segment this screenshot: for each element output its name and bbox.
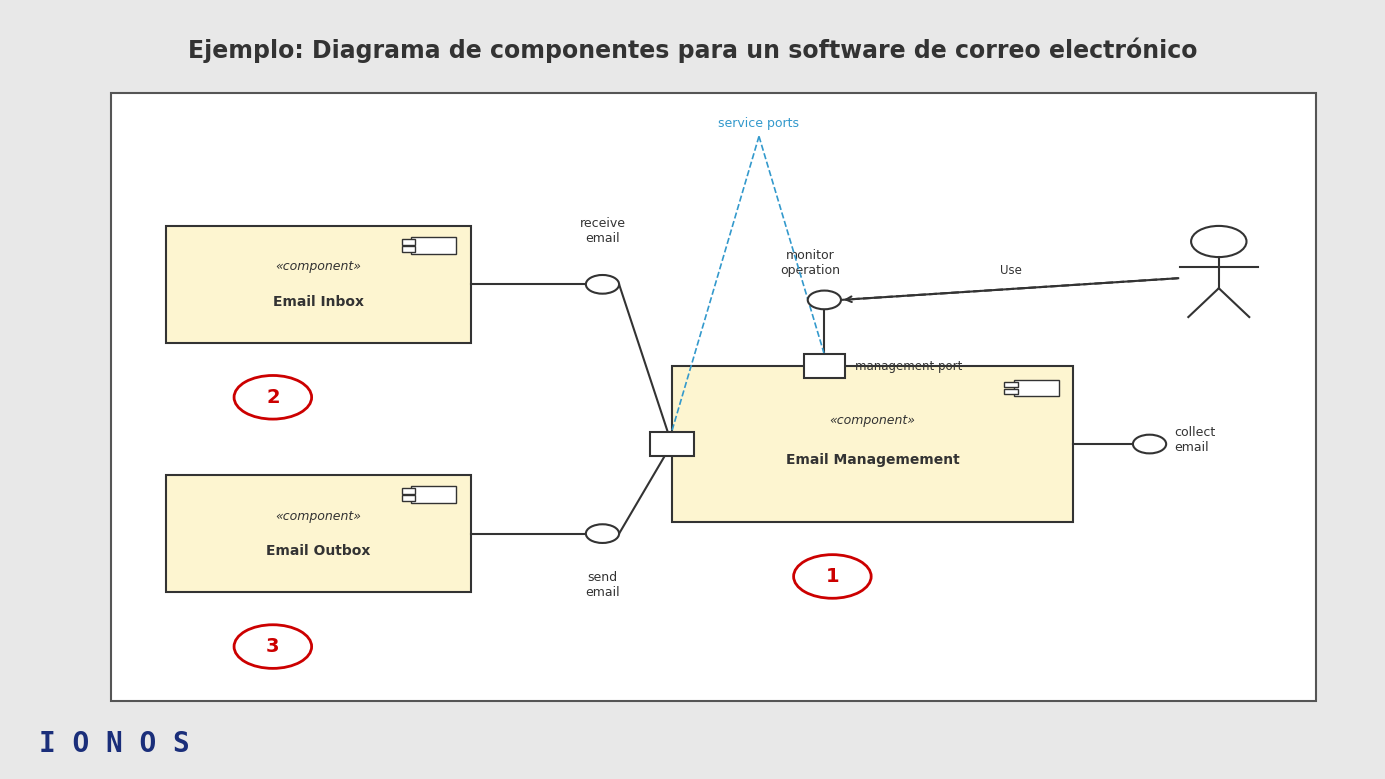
Text: management port: management port bbox=[855, 360, 963, 372]
Bar bbox=[402, 495, 416, 501]
Bar bbox=[402, 488, 416, 494]
Bar bbox=[402, 246, 416, 252]
Circle shape bbox=[586, 524, 619, 543]
FancyBboxPatch shape bbox=[166, 475, 471, 592]
FancyBboxPatch shape bbox=[111, 93, 1316, 701]
Circle shape bbox=[1191, 226, 1246, 257]
Bar bbox=[1004, 382, 1018, 387]
Circle shape bbox=[234, 375, 312, 419]
Text: «component»: «component» bbox=[276, 260, 361, 273]
Text: service ports: service ports bbox=[719, 117, 799, 130]
Bar bbox=[411, 486, 456, 503]
Circle shape bbox=[794, 555, 871, 598]
Text: Use: Use bbox=[1000, 264, 1021, 277]
Text: send
email: send email bbox=[584, 571, 620, 599]
Circle shape bbox=[234, 625, 312, 668]
Text: Ejemplo: Diagrama de componentes para un software de correo electrónico: Ejemplo: Diagrama de componentes para un… bbox=[188, 38, 1197, 63]
Text: collect
email: collect email bbox=[1174, 426, 1216, 454]
Text: 2: 2 bbox=[266, 388, 280, 407]
FancyBboxPatch shape bbox=[672, 366, 1073, 522]
Text: Email Inbox: Email Inbox bbox=[273, 295, 364, 308]
Text: «component»: «component» bbox=[830, 414, 915, 427]
Circle shape bbox=[807, 291, 841, 309]
Text: 3: 3 bbox=[266, 637, 280, 656]
Circle shape bbox=[586, 275, 619, 294]
Text: 1: 1 bbox=[825, 567, 839, 586]
Text: receive
email: receive email bbox=[579, 217, 626, 245]
FancyBboxPatch shape bbox=[166, 226, 471, 343]
Bar bbox=[411, 237, 456, 254]
Text: Email Outbox: Email Outbox bbox=[266, 545, 371, 558]
Text: Email Managemement: Email Managemement bbox=[785, 453, 960, 467]
Text: «component»: «component» bbox=[276, 509, 361, 523]
Bar bbox=[1014, 379, 1058, 397]
Text: I O N O S: I O N O S bbox=[39, 730, 190, 758]
Circle shape bbox=[1133, 435, 1166, 453]
Bar bbox=[1004, 389, 1018, 394]
Bar bbox=[803, 354, 845, 378]
Bar bbox=[650, 432, 694, 456]
Bar bbox=[402, 239, 416, 245]
Text: monitor
operation: monitor operation bbox=[781, 249, 841, 277]
